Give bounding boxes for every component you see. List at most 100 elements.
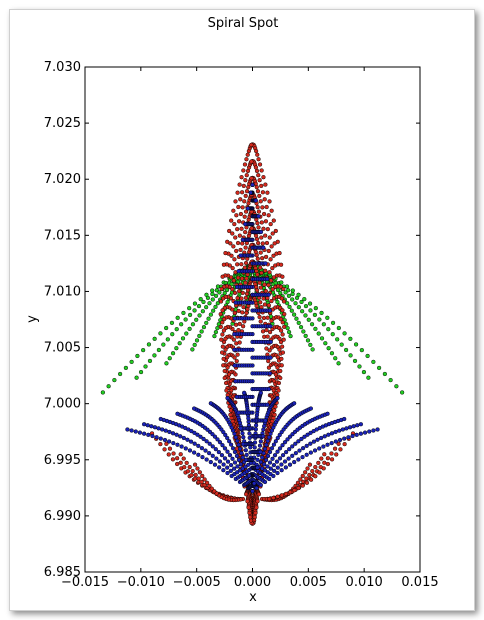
red-point [236, 289, 242, 294]
red-point [261, 226, 266, 231]
red-point [282, 324, 287, 329]
green-point [357, 364, 362, 369]
green-point [181, 310, 186, 316]
red-point [270, 287, 275, 292]
red-point [283, 491, 289, 496]
green-point [175, 315, 180, 320]
red-point [261, 296, 266, 301]
blue-point [241, 435, 246, 440]
green-point [376, 365, 382, 371]
green-point [286, 293, 292, 298]
red-point [234, 213, 239, 218]
green-point [382, 371, 387, 377]
blue-point [344, 426, 349, 431]
blue-point [258, 390, 263, 395]
green-point [285, 325, 290, 331]
red-point [235, 352, 240, 357]
blue-point [183, 446, 188, 451]
blue-point [266, 292, 271, 297]
red-point [236, 204, 241, 210]
blue-point [227, 453, 233, 458]
red-point [158, 442, 163, 447]
blue-point [277, 432, 282, 438]
blue-point [187, 448, 193, 453]
red-point [219, 350, 225, 355]
y-tick-label: 7.010 [44, 284, 81, 299]
green-point [325, 315, 330, 320]
red-point [269, 278, 274, 283]
red-point [162, 447, 167, 452]
red-point [236, 219, 242, 224]
blue-point [234, 394, 239, 400]
red-point [260, 205, 265, 210]
blue-point [210, 444, 215, 449]
blue-point [275, 449, 280, 454]
green-point [293, 301, 298, 306]
red-point [267, 270, 272, 275]
blue-point [162, 437, 168, 443]
red-point [221, 296, 226, 301]
green-point [302, 296, 307, 302]
red-point [190, 468, 195, 474]
red-point [296, 485, 301, 491]
blue-point [321, 444, 326, 449]
green-point [212, 334, 217, 339]
red-point [220, 344, 225, 349]
green-point [365, 353, 370, 359]
red-point [268, 257, 273, 262]
green-point [187, 312, 193, 318]
red-point [265, 315, 270, 320]
blue-point [322, 434, 327, 439]
red-point [164, 441, 169, 446]
blue-point [250, 182, 255, 187]
blue-point [243, 448, 248, 453]
green-point [118, 371, 123, 377]
red-point [227, 404, 232, 409]
red-point [254, 185, 259, 190]
red-point [229, 218, 234, 223]
red-point [223, 347, 228, 352]
red-point [243, 209, 249, 214]
blue-point [371, 428, 376, 433]
green-point [170, 332, 175, 337]
red-point [262, 197, 267, 202]
green-point [366, 375, 371, 380]
red-point [277, 250, 282, 256]
red-point [207, 483, 212, 489]
red-point [254, 288, 260, 293]
red-point [256, 209, 262, 214]
blue-point [181, 435, 186, 441]
blue-point [222, 446, 228, 451]
red-point [247, 510, 252, 515]
blue-point [253, 198, 258, 203]
green-point [156, 347, 162, 353]
green-point [278, 290, 283, 296]
green-point [112, 377, 117, 383]
red-point [244, 291, 250, 296]
blue-point [261, 245, 266, 250]
red-point [192, 462, 198, 467]
red-point [267, 235, 272, 240]
red-point [243, 230, 248, 235]
green-point [312, 312, 318, 318]
green-point [134, 375, 139, 380]
red-point [278, 368, 283, 374]
blue-point [158, 416, 163, 422]
blue-point [317, 446, 322, 451]
red-point [233, 235, 238, 240]
blue-point [273, 439, 278, 444]
blue-point [346, 435, 351, 440]
red-point [264, 204, 269, 210]
green-point [138, 369, 144, 375]
blue-point [215, 437, 220, 442]
red-point [235, 190, 240, 195]
blue-point [214, 456, 219, 461]
green-point [141, 348, 146, 353]
red-point [258, 250, 263, 255]
green-point [336, 361, 341, 366]
blue-point [196, 452, 201, 457]
red-point [316, 460, 321, 466]
blue-point [302, 434, 307, 439]
red-point [262, 302, 268, 307]
blue-point [232, 331, 237, 337]
